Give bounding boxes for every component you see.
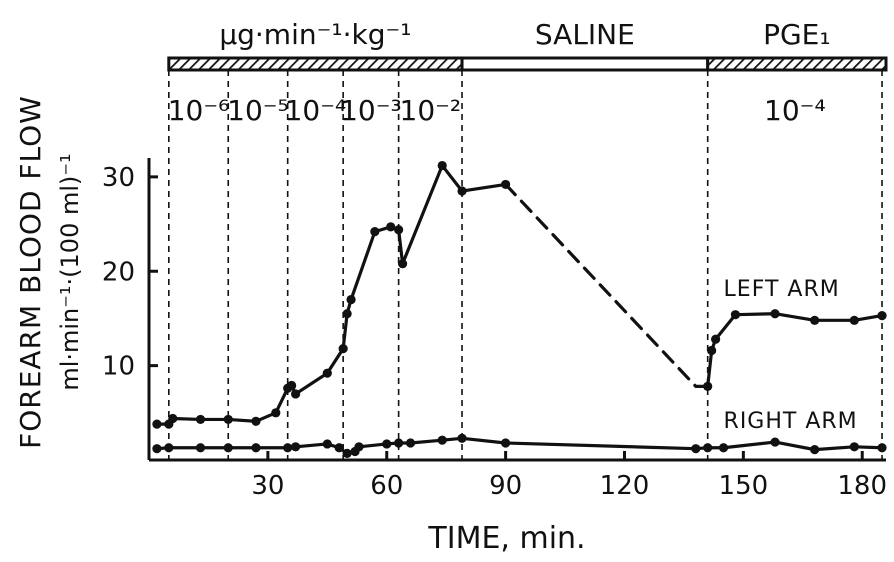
data-point xyxy=(501,438,511,448)
data-point xyxy=(291,442,301,452)
x-tick-label: 180 xyxy=(837,471,887,501)
data-point xyxy=(342,309,352,319)
data-point xyxy=(164,443,174,453)
data-point xyxy=(370,227,380,237)
dose-label: 10⁻⁴ xyxy=(285,94,347,127)
data-point xyxy=(251,443,261,453)
data-point xyxy=(271,408,281,418)
series-group: LEFT ARM RIGHT ARM xyxy=(152,160,887,458)
data-point xyxy=(703,443,713,453)
data-point xyxy=(283,443,293,453)
data-point xyxy=(152,419,162,429)
series-right-arm: RIGHT ARM xyxy=(152,409,887,458)
data-point xyxy=(849,442,859,452)
series-line xyxy=(155,163,508,426)
data-point xyxy=(195,414,206,425)
data-point xyxy=(437,160,447,171)
data-point xyxy=(251,416,261,426)
x-tick-label: 120 xyxy=(600,471,650,501)
data-point xyxy=(730,310,741,320)
dose-label: 10⁻⁶ xyxy=(168,94,230,127)
dose-guide-lines xyxy=(168,70,883,460)
x-tick-label: 60 xyxy=(370,471,403,501)
data-point xyxy=(457,186,467,196)
period-label: SALINE xyxy=(535,18,635,51)
dose-label: 10⁻² xyxy=(400,94,462,127)
axis-ticks: 30 60 90 120 150 180 10 20 30 xyxy=(102,163,887,501)
data-point xyxy=(346,294,356,305)
data-point xyxy=(718,443,729,453)
x-tick-label: 30 xyxy=(251,471,284,501)
x-tick-label: 150 xyxy=(719,471,769,501)
data-point xyxy=(849,315,859,325)
data-point xyxy=(168,413,178,424)
period-label: µg·min⁻¹·kg⁻¹ xyxy=(219,18,411,51)
dose-labels: 10⁻⁶10⁻⁵10⁻⁴10⁻³10⁻² 10⁻⁴ xyxy=(168,94,826,127)
y-tick-label: 20 xyxy=(102,257,135,287)
series-label: LEFT ARM xyxy=(724,277,840,302)
data-point xyxy=(223,414,233,425)
y-tick-label: 10 xyxy=(102,352,135,382)
series-left-arm: LEFT ARM xyxy=(152,160,887,429)
period-bands: µg·min⁻¹·kg⁻¹ SALINE PGE₁ xyxy=(167,18,888,72)
data-point xyxy=(291,389,301,399)
data-point xyxy=(437,435,447,445)
data-point xyxy=(334,443,344,453)
data-point xyxy=(354,442,364,452)
data-point xyxy=(770,309,780,319)
data-point xyxy=(287,380,297,391)
y-axis-units: ml·min⁻¹·(100 ml)⁻¹ xyxy=(56,153,84,390)
data-point xyxy=(703,381,713,391)
data-point xyxy=(770,437,780,447)
data-point xyxy=(810,445,820,455)
y-axis-label: FOREARM BLOOD FLOW xyxy=(14,95,47,449)
data-point xyxy=(338,344,348,354)
period-bar xyxy=(167,56,464,72)
data-point xyxy=(405,438,416,448)
y-tick-label: 30 xyxy=(102,163,135,193)
dose-label: 10⁻⁵ xyxy=(227,94,289,127)
data-point xyxy=(382,439,392,449)
period-label: PGE₁ xyxy=(763,18,831,51)
data-point xyxy=(457,433,467,443)
data-point xyxy=(707,345,717,356)
data-point xyxy=(810,315,820,325)
period-bar xyxy=(460,56,710,72)
dose-label: 10⁻⁴ xyxy=(764,94,826,127)
dose-label: 10⁻³ xyxy=(340,94,402,127)
data-point xyxy=(322,439,332,449)
data-point xyxy=(691,444,701,454)
data-point xyxy=(342,448,352,458)
data-point xyxy=(386,222,396,232)
data-point xyxy=(223,443,233,453)
data-point xyxy=(394,225,404,235)
data-point xyxy=(322,368,332,378)
x-axis-label: TIME, min. xyxy=(427,521,585,556)
data-point xyxy=(152,444,162,454)
period-bar xyxy=(706,56,888,72)
data-point xyxy=(877,311,887,321)
x-tick-label: 90 xyxy=(489,471,522,501)
data-point xyxy=(394,438,404,448)
series-label: RIGHT ARM xyxy=(724,409,858,434)
data-point xyxy=(397,259,408,269)
series-line xyxy=(504,182,710,388)
data-point xyxy=(195,443,206,453)
data-point xyxy=(711,334,721,344)
data-point xyxy=(877,443,887,453)
